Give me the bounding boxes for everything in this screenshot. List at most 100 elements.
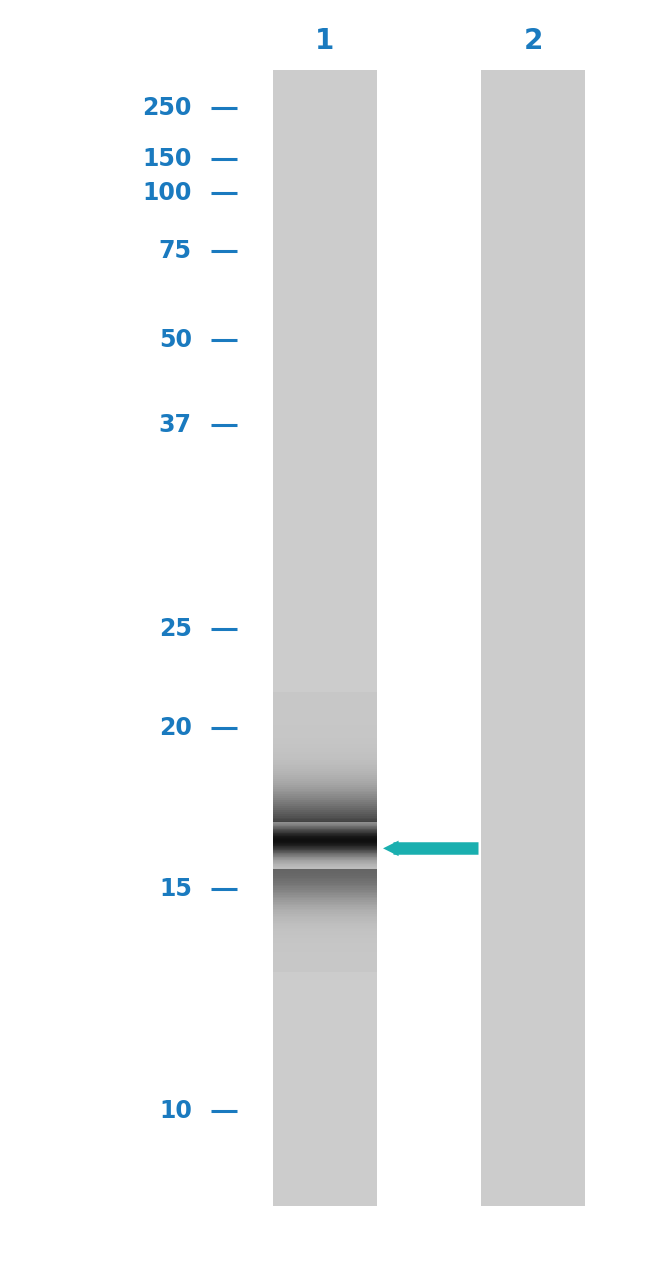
Bar — [273, 845, 377, 848]
Bar — [273, 925, 377, 927]
Bar — [273, 838, 377, 842]
Bar — [273, 856, 377, 857]
Bar — [273, 726, 377, 730]
Bar — [273, 759, 377, 763]
Bar — [273, 831, 377, 832]
Bar — [273, 951, 377, 955]
Bar — [273, 747, 377, 749]
Bar — [273, 777, 377, 780]
Bar — [273, 964, 377, 966]
Text: 20: 20 — [159, 716, 192, 739]
Bar — [273, 744, 377, 748]
Bar — [273, 886, 377, 889]
Bar — [273, 845, 377, 846]
Bar — [273, 855, 377, 856]
Bar — [273, 770, 377, 772]
Bar — [273, 704, 377, 707]
Bar — [273, 833, 377, 834]
Bar — [273, 837, 377, 838]
Bar — [273, 859, 377, 860]
Bar — [273, 909, 377, 912]
Bar — [273, 865, 377, 866]
Bar — [273, 763, 377, 767]
Bar — [273, 862, 377, 864]
Bar — [273, 738, 377, 742]
Bar — [273, 827, 377, 828]
Bar — [273, 851, 377, 852]
Bar — [273, 945, 377, 947]
Bar — [273, 706, 377, 709]
Bar — [273, 800, 377, 804]
Bar — [273, 919, 377, 922]
Text: 37: 37 — [159, 414, 192, 437]
Bar — [273, 742, 377, 745]
Bar — [273, 752, 377, 756]
Bar — [273, 843, 377, 845]
Text: 25: 25 — [159, 617, 192, 640]
Bar — [273, 946, 377, 950]
Bar — [273, 860, 377, 861]
Bar — [273, 939, 377, 941]
Bar — [273, 847, 377, 848]
Bar — [273, 824, 377, 827]
Bar — [273, 969, 377, 972]
Bar — [273, 756, 377, 759]
Bar — [273, 740, 377, 743]
Bar — [273, 834, 377, 838]
Bar — [273, 836, 377, 837]
Bar — [273, 696, 377, 700]
Bar — [273, 839, 377, 841]
Bar — [273, 733, 377, 735]
Bar — [273, 698, 377, 701]
Bar — [273, 872, 377, 875]
Bar — [273, 767, 377, 771]
Bar — [273, 714, 377, 716]
Bar — [273, 762, 377, 765]
Bar — [273, 842, 377, 845]
Bar — [273, 853, 377, 855]
Bar — [273, 916, 377, 918]
Bar — [273, 827, 377, 828]
Bar — [273, 850, 377, 851]
Bar — [273, 871, 377, 874]
Bar — [273, 963, 377, 965]
Bar — [273, 754, 377, 757]
Bar — [273, 911, 377, 913]
Bar — [273, 771, 377, 775]
Bar — [273, 700, 377, 704]
Bar — [273, 795, 377, 798]
Bar — [273, 773, 377, 776]
Bar — [273, 70, 377, 1206]
Bar — [273, 819, 377, 823]
Bar — [273, 893, 377, 897]
Bar — [273, 833, 377, 834]
Bar — [273, 841, 377, 843]
Bar — [273, 855, 377, 856]
Bar — [273, 766, 377, 768]
Bar — [273, 814, 377, 817]
Text: 250: 250 — [142, 97, 192, 119]
Bar — [273, 725, 377, 728]
Bar — [273, 827, 377, 831]
Text: 75: 75 — [159, 240, 192, 263]
Bar — [273, 786, 377, 790]
Bar — [273, 828, 377, 831]
Bar — [273, 806, 377, 809]
Bar — [273, 779, 377, 782]
Bar — [273, 931, 377, 935]
Text: 2: 2 — [523, 27, 543, 55]
Bar — [273, 879, 377, 883]
Bar — [273, 834, 377, 836]
Bar — [273, 892, 377, 894]
Bar — [273, 888, 377, 892]
Bar — [273, 824, 377, 826]
Bar — [273, 796, 377, 800]
Bar — [273, 782, 377, 786]
Bar — [273, 723, 377, 726]
Bar — [273, 912, 377, 916]
Bar — [273, 852, 377, 855]
Bar — [273, 902, 377, 904]
Bar — [273, 823, 377, 827]
Bar — [273, 832, 377, 833]
Text: 1: 1 — [315, 27, 335, 55]
